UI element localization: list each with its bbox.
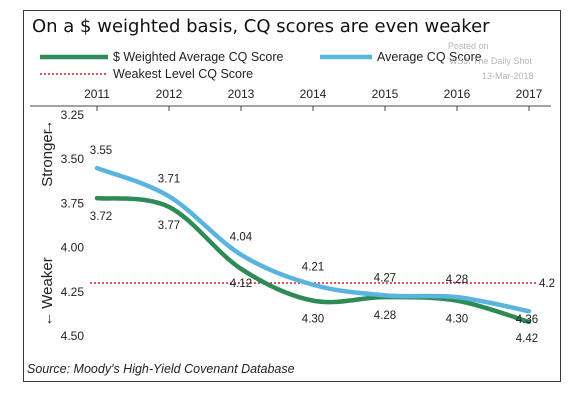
data-label-weighted: 4.42 [516,333,538,345]
y-tick-label: 4.50 [61,329,85,343]
data-label-weighted: 4.30 [446,314,468,326]
y-label-weaker: Weaker [39,257,56,308]
legend-label-average: Average CQ Score [377,50,482,64]
x-tick-label: 2011 [84,87,110,101]
y-label-stronger: Stronger [39,129,56,187]
data-label-average: 4.27 [374,272,396,284]
arrow-up-icon: → [39,120,56,135]
y-tick-label: 4.25 [61,285,85,299]
y-tick-label: 3.75 [61,196,85,210]
data-label-weighted: 4.30 [302,314,324,326]
data-label-weighted: 4.28 [374,310,396,322]
data-label-average: 4.36 [516,314,538,326]
data-labels: 3.72 3.77 4.12 4.30 4.28 4.30 4.42 3.55 3.71 4.04… [90,145,538,345]
x-tick-label: 2015 [372,87,399,101]
y-tick-label: 4.00 [61,241,85,255]
reference-line-label: 4.2 [539,278,555,290]
watermark-line-2: WSJ. The Daily Shot [449,56,532,66]
chart-title: On a $ weighted basis, CQ scores are eve… [32,16,490,37]
data-label-average: 3.55 [90,145,112,157]
y-axis-ticks: 3.25 3.50 3.75 4.00 4.25 4.50 [61,108,85,343]
legend-label-weighted: $ Weighted Average CQ Score [113,50,284,64]
y-tick-label: 3.50 [61,152,85,166]
arrow-down-icon: ← [39,312,56,327]
chart-svg: On a $ weighted basis, CQ scores are eve… [27,16,555,376]
y-axis-direction-labels: Stronger → Weaker ← [39,120,56,327]
x-tick-label: 2012 [156,87,183,101]
data-label-weighted: 4.12 [230,278,252,290]
x-tick-label: 2013 [228,87,255,101]
series-line-average [94,165,532,314]
x-tick-label: 2016 [444,87,471,101]
x-axis-ticks: 2011 2012 2013 2014 2015 2016 2017 [84,87,543,111]
series-group [94,165,532,325]
legend: $ Weighted Average CQ Score Average CQ S… [40,50,482,81]
series-line-weighted [94,195,532,325]
watermark: Posted on WSJ. The Daily Shot 13-Mar-201… [448,41,534,81]
data-label-average: 4.04 [230,232,253,244]
data-label-average: 3.71 [158,173,180,185]
reference-line-group: 4.2 [90,278,555,290]
y-tick-label: 3.25 [61,108,85,122]
data-label-weighted: 3.77 [158,220,180,232]
data-label-weighted: 3.72 [90,211,112,223]
data-label-average: 4.28 [446,274,468,286]
source-note: Source: Moody's High-Yield Covenant Data… [27,362,295,376]
watermark-line-3: 13-Mar-2018 [482,71,534,81]
x-tick-label: 2014 [300,87,327,101]
watermark-line-1: Posted on [448,41,489,51]
chart-frame: On a $ weighted basis, CQ scores are eve… [23,10,561,382]
x-tick-label: 2017 [516,87,543,101]
legend-label-weakest: Weakest Level CQ Score [113,67,253,81]
data-label-average: 4.21 [302,262,324,274]
